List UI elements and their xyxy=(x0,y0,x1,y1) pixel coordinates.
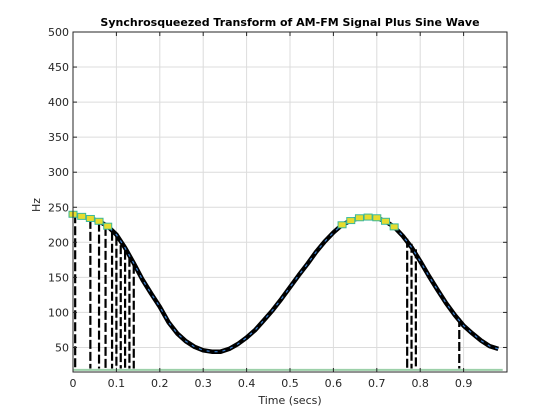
x-tick-label: 0.8 xyxy=(411,377,429,390)
ridge-peak-point xyxy=(337,221,347,229)
ridge-peak-point xyxy=(85,214,95,222)
x-tick-label: 0.6 xyxy=(325,377,343,390)
y-tick-label: 400 xyxy=(48,96,69,109)
x-tick-label: 0.2 xyxy=(151,377,169,390)
y-tick-label: 150 xyxy=(48,271,69,284)
y-tick-label: 500 xyxy=(48,26,69,39)
x-tick-label: 0.9 xyxy=(455,377,473,390)
y-axis-label: Hz xyxy=(30,198,43,212)
x-tick-label: 0.1 xyxy=(108,377,126,390)
y-tick-label: 300 xyxy=(48,166,69,179)
x-axis-label: Time (secs) xyxy=(257,394,321,407)
ridge-peak-point xyxy=(363,213,373,221)
y-axis-ticks: 50 100 150 200 250 300 350 400 450 500 xyxy=(48,26,507,354)
ridge-peak-point xyxy=(103,222,113,230)
x-tick-label: 0.4 xyxy=(238,377,256,390)
ridge-curve-color xyxy=(72,213,499,353)
y-tick-label: 200 xyxy=(48,236,69,249)
y-tick-label: 250 xyxy=(48,201,69,214)
ridge-peak-point xyxy=(354,214,364,222)
x-tick-label: 0 xyxy=(70,377,77,390)
x-tick-label: 0.5 xyxy=(281,377,299,390)
ridge-peak-point xyxy=(389,223,399,231)
vertical-streaks xyxy=(74,214,461,370)
chart-title: Synchrosqueezed Transform of AM-FM Signa… xyxy=(100,16,479,29)
y-tick-label: 450 xyxy=(48,61,69,74)
ridge-peak-point xyxy=(380,217,390,225)
y-tick-label: 100 xyxy=(48,306,69,319)
x-axis-ticks: 0 0.1 0.2 0.3 0.4 0.5 0.6 0.7 0.8 0.9 xyxy=(70,32,473,390)
ridge-peak-point xyxy=(346,217,356,225)
ridge-peak-point xyxy=(372,214,382,222)
ridges xyxy=(68,210,503,371)
y-tick-label: 50 xyxy=(55,341,69,354)
ridge-peak-point xyxy=(94,217,104,225)
x-tick-label: 0.7 xyxy=(368,377,386,390)
y-tick-label: 350 xyxy=(48,131,69,144)
x-tick-label: 0.3 xyxy=(194,377,212,390)
ridge-peak-point xyxy=(77,212,87,220)
